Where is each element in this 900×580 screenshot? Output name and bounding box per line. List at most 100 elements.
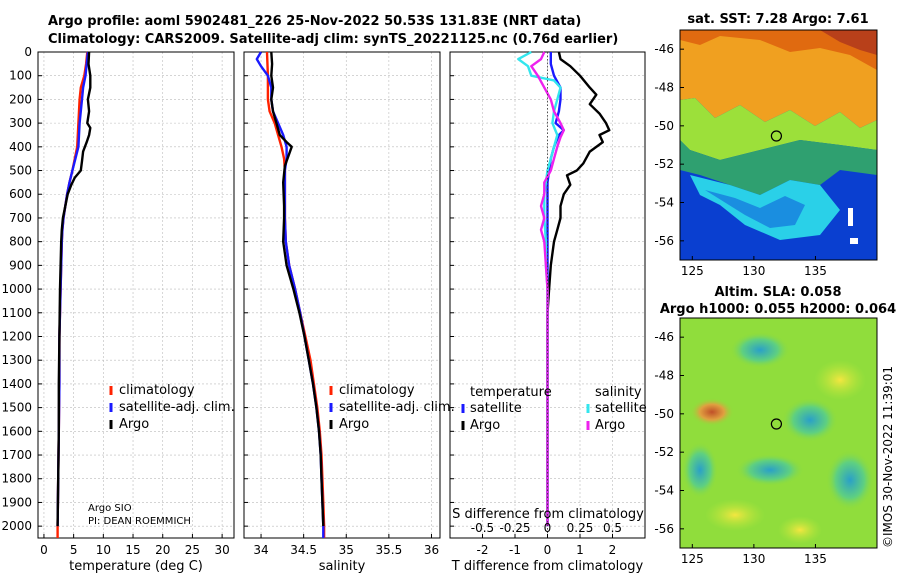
sla-map (680, 318, 877, 548)
y-tick-label: 100 (9, 69, 32, 83)
x-tick-label: 35.5 (376, 543, 403, 557)
x-tick-label: -2 (477, 543, 489, 557)
map-y-tick-label: -56 (654, 522, 674, 536)
map-x-tick-label: 135 (804, 552, 827, 566)
x-tick-label: 15 (125, 543, 140, 557)
x-tick-label: 36 (424, 543, 439, 557)
legend-heading-salinity: salinity (595, 385, 642, 400)
map-y-tick-label: -52 (654, 157, 674, 171)
sst-hot-region (680, 30, 877, 70)
map-y-tick-label: -48 (654, 369, 674, 383)
axes-frame (243, 51, 441, 539)
series-line-satellite-adj-clim- (255, 51, 325, 538)
y-tick-label: 1900 (1, 495, 32, 509)
x-tick-label: 20 (155, 543, 170, 557)
source-note-line1: Argo SIO (88, 503, 132, 514)
y-tick-label: 2000 (1, 519, 32, 533)
difference-panel: -2 -1 0 1 2 T difference from climatology S di… (449, 50, 647, 574)
x-tick-label: 34 (253, 543, 268, 557)
x-tick-label: 5 (70, 543, 78, 557)
sla-high-anomaly (690, 398, 734, 426)
x-axis-label: temperature (deg C) (69, 559, 203, 574)
x-tick-label: 30 (214, 543, 229, 557)
x-tick-label: 2 (609, 543, 617, 557)
legend-label: climatology (119, 383, 195, 398)
x-tick-label: 34.5 (290, 543, 317, 557)
sst-argo-marker (770, 130, 783, 142)
legend-heading-temperature: temperature (470, 385, 552, 400)
sst-front-region (680, 98, 877, 160)
x-tick-label: -1 (509, 543, 521, 557)
series-line-climatology (56, 51, 89, 538)
sla-map-title: Altim. SLA: 0.058 (715, 285, 842, 300)
y-tick-label: 600 (9, 187, 32, 201)
sst-map (680, 30, 877, 260)
y-tick-label: 1800 (1, 472, 32, 486)
map-x-tick-label: 130 (742, 552, 765, 566)
x2-tick-label: 0 (544, 521, 552, 535)
map-y-tick-label: -46 (654, 42, 674, 56)
y-tick-label: 200 (9, 92, 32, 106)
sla-high-anomaly (705, 499, 765, 531)
sst-blue-core (705, 190, 805, 228)
temperature-panel: 0 5 10 15 20 25 30 temperature (deg C) 0 100 200 30… (1, 45, 234, 574)
sst-map-title: sat. SST: 7.28 Argo: 7.61 (687, 12, 868, 27)
series-line-argo (56, 51, 92, 527)
sst-map-frame (679, 29, 878, 261)
x-tick-label: 10 (96, 543, 111, 557)
y-tick-label: 0 (24, 45, 32, 59)
legend-label: satellite (595, 401, 647, 416)
sla-low-anomaly (826, 450, 874, 510)
map-x-tick-label: 125 (681, 264, 704, 278)
sla-low-anomaly (730, 332, 790, 368)
map-y-tick-label: -48 (654, 81, 674, 95)
legend-label: satellite (470, 401, 522, 416)
legend-label: Argo (119, 417, 149, 432)
series-line-argo (270, 51, 325, 527)
axes-frame (37, 51, 235, 539)
map-y-tick-label: -56 (654, 234, 674, 248)
map-y-tick-label: -54 (654, 196, 674, 210)
x2-tick-label: 0.5 (603, 521, 622, 535)
map-y-tick-label: -50 (654, 407, 674, 421)
sst-hottest-region (820, 30, 877, 55)
x-tick-label: 25 (185, 543, 200, 557)
title-line-2: Climatology: CARS2009. Satellite-adj cli… (48, 32, 619, 47)
y-tick-label: 900 (9, 258, 32, 272)
sla-map-axes: 125 130 135 -46 -48 -50 -52 -54 -56 (654, 330, 827, 566)
y-tick-label: 500 (9, 164, 32, 178)
y-tick-label: 1100 (1, 306, 32, 320)
sla-map-subtitle: Argo h1000: 0.055 h2000: 0.064 (660, 302, 896, 317)
x2-tick-label: 0.25 (567, 521, 594, 535)
map-x-tick-label: 130 (742, 264, 765, 278)
x-tick-label: 35 (339, 543, 354, 557)
map-y-tick-label: -50 (654, 119, 674, 133)
sla-low-anomaly (736, 454, 804, 486)
map-y-tick-label: -46 (654, 330, 674, 344)
legend-label: Argo (339, 417, 369, 432)
sla-high-anomaly (778, 516, 822, 544)
sst-missing-data (848, 208, 853, 226)
y-tick-label: 1700 (1, 448, 32, 462)
x-tick-label: 1 (576, 543, 584, 557)
sla-argo-marker (770, 418, 783, 430)
y-tick-label: 1500 (1, 401, 32, 415)
x-axis-label: salinity (319, 559, 366, 574)
sla-low-anomaly (782, 398, 838, 442)
map-y-tick-label: -52 (654, 445, 674, 459)
imos-credit: ©IMOS 30-Nov-2022 11:39:01 (881, 366, 895, 548)
legend-label: Argo (595, 418, 625, 433)
y-tick-label: 400 (9, 140, 32, 154)
sst-missing-data (850, 238, 858, 244)
y-tick-label: 1000 (1, 282, 32, 296)
title-line-1: Argo profile: aoml 5902481_226 25-Nov-20… (48, 14, 582, 29)
salinity-panel: 34 34.5 35 35.5 36 salinity climatology satelli… (243, 51, 455, 574)
y-tick-label: 800 (9, 235, 32, 249)
x-tick-label: 0 (544, 543, 552, 557)
map-x-tick-label: 125 (681, 552, 704, 566)
sst-map-axes: 125 130 135 -46 -48 -50 -52 -54 -56 (654, 42, 827, 278)
map-x-tick-label: 135 (804, 264, 827, 278)
x2-tick-label: -0.5 (471, 521, 494, 535)
y-tick-label: 700 (9, 211, 32, 225)
